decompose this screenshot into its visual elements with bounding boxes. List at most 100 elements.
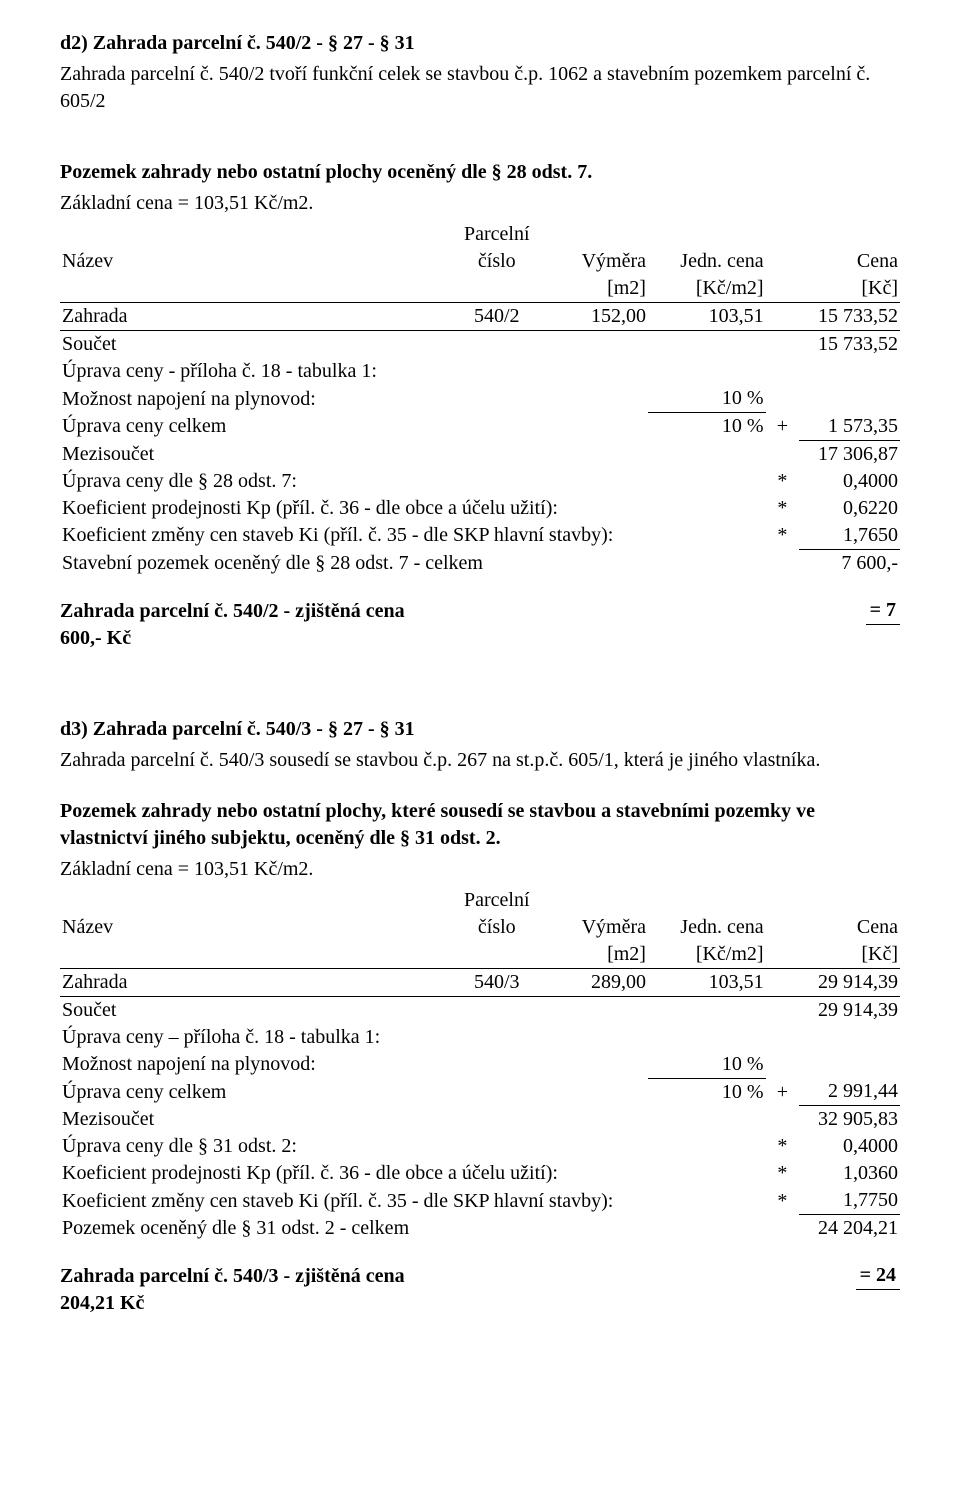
d3-ki-label: Koeficient změny cen staveb Ki (příl. č.…: [60, 1187, 766, 1215]
d3-section-title: Pozemek zahrady nebo ostatní plochy, kte…: [60, 798, 900, 852]
hdr-cena-u: [Kč]: [799, 941, 900, 969]
d2-soucet-val: 15 733,52: [799, 331, 900, 359]
d2-kp-op: *: [766, 495, 800, 522]
d3-ki-op: *: [766, 1187, 800, 1215]
d2-row-pc: 540/2: [446, 303, 547, 331]
d3-ki-val: 1,7750: [799, 1187, 900, 1215]
d3-row-name: Zahrada: [60, 968, 446, 996]
d3-plynovod-pct: 10 %: [648, 1051, 766, 1079]
d2-total-label: Stavební pozemek oceněný dle § 28 odst. …: [60, 549, 766, 577]
d3-base-price: Základní cena = 103,51 Kč/m2.: [60, 856, 900, 883]
d2-heading: d2) Zahrada parcelní č. 540/2 - § 27 - §…: [60, 30, 900, 57]
hdr-name: Název: [60, 221, 446, 275]
d3-uprava-celkem-pct: 10 %: [648, 1078, 766, 1106]
d3-header-row: Název Parcelní číslo Výměra Jedn. cena C…: [60, 887, 900, 941]
d2-ki-val: 1,7650: [799, 522, 900, 550]
hdr-vym-u: [m2]: [547, 275, 648, 303]
d3-soucet-val: 29 914,39: [799, 996, 900, 1024]
d3-kp-op: *: [766, 1160, 800, 1187]
d3-desc: Zahrada parcelní č. 540/3 sousedí se sta…: [60, 747, 900, 774]
d2-section-title: Pozemek zahrady nebo ostatní plochy ocen…: [60, 159, 900, 186]
d2-mezi-label: Mezisoučet: [60, 440, 766, 468]
d2-header-row: Název Parcelní číslo Výměra Jedn. cena C…: [60, 221, 900, 275]
d3-soucet-label: Součet: [60, 996, 446, 1024]
d3-result-label: Zahrada parcelní č. 540/3 - zjištěná cen…: [60, 1263, 405, 1290]
hdr-jedn-u: [Kč/m2]: [648, 941, 766, 969]
d3-kp-row: Koeficient prodejnosti Kp (příl. č. 36 -…: [60, 1160, 900, 1187]
d2-soucet-label: Součet: [60, 331, 446, 359]
d2-total-row: Stavební pozemek oceněný dle § 28 odst. …: [60, 549, 900, 577]
d2-mezi-row: Mezisoučet 17 306,87: [60, 440, 900, 468]
d2-uprava28-op: *: [766, 468, 800, 495]
d3-total-label: Pozemek oceněný dle § 31 odst. 2 - celke…: [60, 1215, 766, 1243]
d2-table: Název Parcelní číslo Výměra Jedn. cena C…: [60, 221, 900, 577]
d2-uprava-celkem-row: Úprava ceny celkem 10 % + 1 573,35: [60, 413, 900, 441]
d2-data-row: Zahrada 540/2 152,00 103,51 15 733,52: [60, 303, 900, 331]
d3-ki-row: Koeficient změny cen staveb Ki (příl. č.…: [60, 1187, 900, 1215]
d2-row-cena: 15 733,52: [799, 303, 900, 331]
d3-kp-val: 1,0360: [799, 1160, 900, 1187]
d2-ki-label: Koeficient změny cen staveb Ki (příl. č.…: [60, 522, 766, 550]
hdr-cena-u: [Kč]: [799, 275, 900, 303]
d3-uprava-celkem-row: Úprava ceny celkem 10 % + 2 991,44: [60, 1078, 900, 1106]
d3-result-eq: = 24: [856, 1262, 900, 1290]
d2-uprava-celkem-val: 1 573,35: [799, 413, 900, 441]
d2-result-label: Zahrada parcelní č. 540/2 - zjištěná cen…: [60, 598, 405, 625]
d2-kp-val: 0,6220: [799, 495, 900, 522]
d3-result-cont: 204,21 Kč: [60, 1290, 900, 1317]
hdr-vym-u: [m2]: [547, 941, 648, 969]
d3-heading: d3) Zahrada parcelní č. 540/3 - § 27 - §…: [60, 716, 900, 743]
d2-row-vym: 152,00: [547, 303, 648, 331]
d2-plynovod-label: Možnost napojení na plynovod:: [60, 385, 648, 413]
d2-uprava-celkem-pct: 10 %: [648, 413, 766, 441]
d3-mezi-label: Mezisoučet: [60, 1106, 766, 1134]
d2-row-name: Zahrada: [60, 303, 446, 331]
d2-uprava28-label: Úprava ceny dle § 28 odst. 7:: [60, 468, 766, 495]
d3-row-jedn: 103,51: [648, 968, 766, 996]
d2-soucet-row: Součet 15 733,52: [60, 331, 900, 359]
d3-uprava31-row: Úprava ceny dle § 31 odst. 2: * 0,4000: [60, 1133, 900, 1160]
hdr-vym: Výměra: [547, 221, 648, 275]
d2-uprava-celkem-label: Úprava ceny celkem: [60, 413, 648, 441]
d3-table: Název Parcelní číslo Výměra Jedn. cena C…: [60, 887, 900, 1243]
hdr-pc: Parcelní číslo: [446, 221, 547, 275]
hdr-pc: Parcelní číslo: [446, 887, 547, 941]
hdr-name: Název: [60, 887, 446, 941]
d3-kp-label: Koeficient prodejnosti Kp (příl. č. 36 -…: [60, 1160, 766, 1187]
d2-result: Zahrada parcelní č. 540/2 - zjištěná cen…: [60, 597, 900, 625]
d2-plynovod-row: Možnost napojení na plynovod: 10 %: [60, 385, 900, 413]
d2-kp-label: Koeficient prodejnosti Kp (příl. č. 36 -…: [60, 495, 766, 522]
d2-base-price: Základní cena = 103,51 Kč/m2.: [60, 190, 900, 217]
d3-soucet-row: Součet 29 914,39: [60, 996, 900, 1024]
d3-mezi-val: 32 905,83: [799, 1106, 900, 1134]
d3-row-cena: 29 914,39: [799, 968, 900, 996]
hdr-jedn: Jedn. cena: [648, 221, 766, 275]
d3-total-val: 24 204,21: [799, 1215, 900, 1243]
d3-row-pc: 540/3: [446, 968, 547, 996]
d3-row-vym: 289,00: [547, 968, 648, 996]
d3-result: Zahrada parcelní č. 540/3 - zjištěná cen…: [60, 1262, 900, 1290]
d3-unit-row: [m2] [Kč/m2] [Kč]: [60, 941, 900, 969]
hdr-cena: Cena: [799, 887, 900, 941]
d3-uprava-celkem-op: +: [766, 1078, 800, 1106]
d3-mezi-row: Mezisoučet 32 905,83: [60, 1106, 900, 1134]
d2-total-val: 7 600,-: [799, 549, 900, 577]
d2-uprava28-val: 0,4000: [799, 468, 900, 495]
d2-kp-row: Koeficient prodejnosti Kp (příl. č. 36 -…: [60, 495, 900, 522]
d3-uprava31-val: 0,4000: [799, 1133, 900, 1160]
hdr-vym: Výměra: [547, 887, 648, 941]
d2-result-cont: 600,- Kč: [60, 625, 900, 652]
document-page: d2) Zahrada parcelní č. 540/2 - § 27 - §…: [0, 0, 960, 1490]
hdr-cena: Cena: [799, 221, 900, 275]
d3-total-row: Pozemek oceněný dle § 31 odst. 2 - celke…: [60, 1215, 900, 1243]
d3-uprava-celkem-val: 2 991,44: [799, 1078, 900, 1106]
d2-uprava28-row: Úprava ceny dle § 28 odst. 7: * 0,4000: [60, 468, 900, 495]
d3-uprava-pril-row: Úprava ceny – příloha č. 18 - tabulka 1:: [60, 1024, 900, 1051]
d2-mezi-val: 17 306,87: [799, 440, 900, 468]
d2-desc: Zahrada parcelní č. 540/2 tvoří funkční …: [60, 61, 900, 115]
d3-data-row: Zahrada 540/3 289,00 103,51 29 914,39: [60, 968, 900, 996]
d2-result-eq: = 7: [866, 597, 900, 625]
d2-ki-op: *: [766, 522, 800, 550]
d2-unit-row: [m2] [Kč/m2] [Kč]: [60, 275, 900, 303]
d3-plynovod-row: Možnost napojení na plynovod: 10 %: [60, 1051, 900, 1079]
